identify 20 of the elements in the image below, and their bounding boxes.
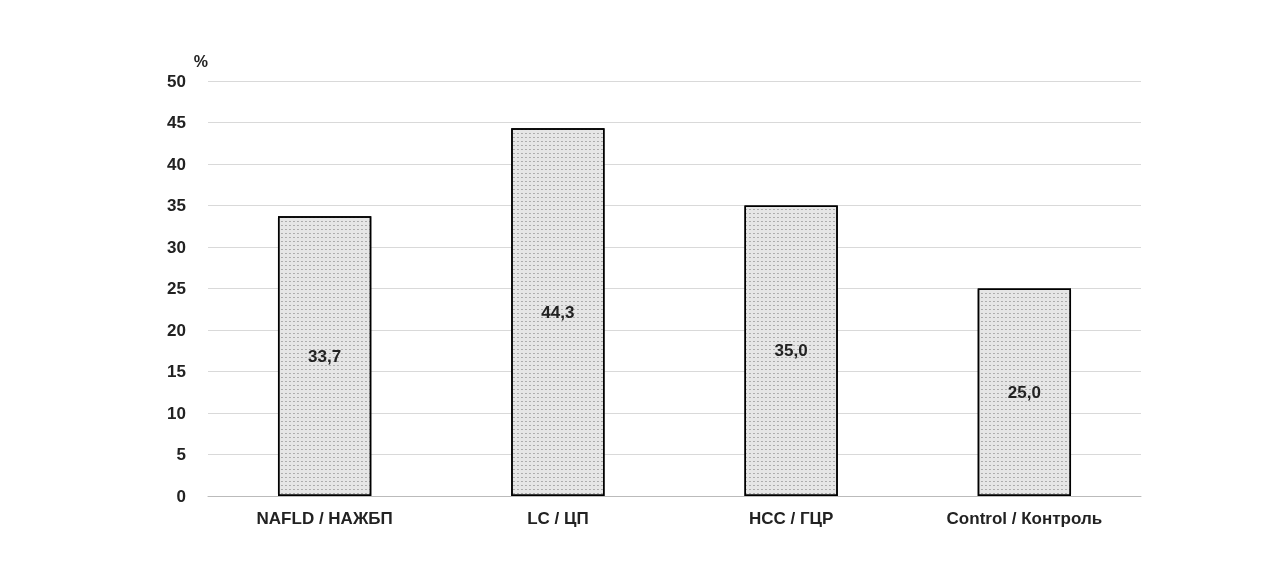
y-tick-label: 0 bbox=[176, 486, 186, 506]
y-tick-label: 45 bbox=[167, 113, 186, 132]
data-label: 35,0 bbox=[774, 341, 808, 361]
y-tick-label: 10 bbox=[167, 403, 186, 423]
x-tick-label: NAFLD / НАЖБП bbox=[256, 509, 393, 528]
x-tick-label: Control / Контроль bbox=[946, 509, 1103, 528]
y-tick-label: 40 bbox=[167, 154, 186, 174]
y-tick-label: 5 bbox=[176, 445, 186, 464]
y-tick-label: 30 bbox=[167, 237, 186, 257]
data-label: 25,0 bbox=[1007, 382, 1041, 402]
x-tick-label: LC / ЦП bbox=[527, 509, 589, 528]
y-tick-label: 25 bbox=[167, 279, 186, 298]
y-tick-label: 20 bbox=[167, 320, 186, 340]
y-axis-title: % bbox=[193, 52, 208, 70]
data-label: 33,7 bbox=[308, 346, 342, 366]
y-tick-label: 35 bbox=[167, 196, 186, 215]
data-label: 44,3 bbox=[541, 302, 575, 322]
y-tick-label: 15 bbox=[167, 362, 186, 381]
x-tick-label: HCC / ГЦР bbox=[748, 509, 834, 528]
y-tick-label: 50 bbox=[167, 71, 186, 91]
